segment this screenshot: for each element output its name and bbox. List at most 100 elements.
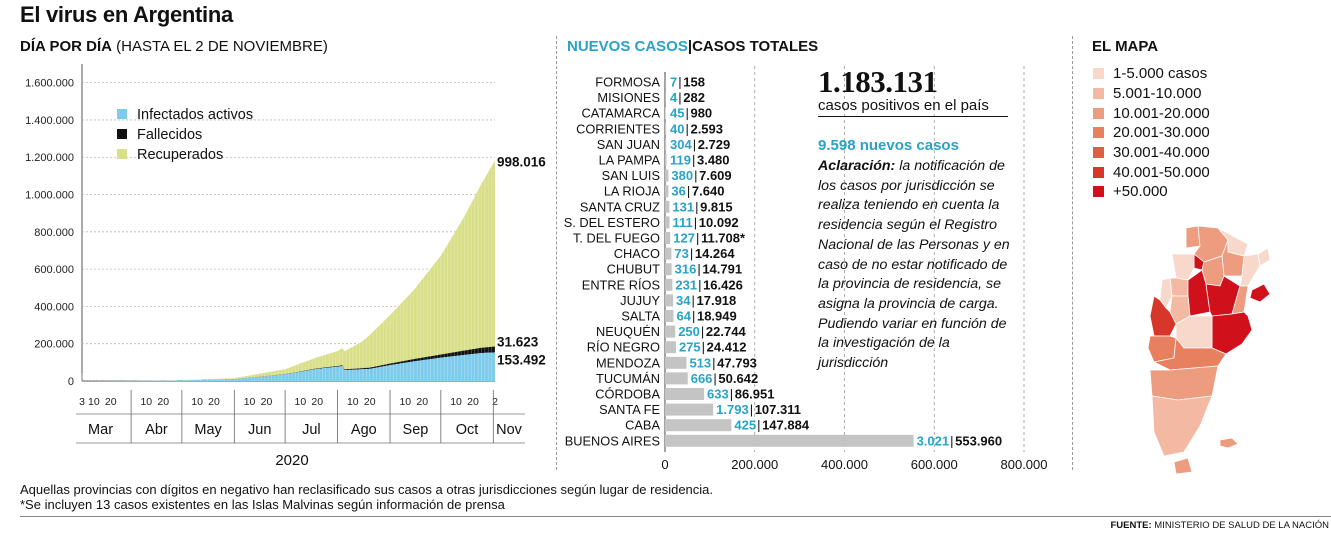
new-cases-label: 64	[677, 309, 692, 324]
province-label: MISIONES	[597, 90, 660, 105]
x-tick-label: 20	[364, 396, 376, 408]
map-legend-swatch	[1093, 186, 1104, 198]
total-cases-label: 14.264	[695, 246, 736, 261]
province-label: LA PAMPA	[599, 153, 661, 168]
value-separator: |	[692, 293, 695, 308]
x-tick-label: 600.000	[911, 457, 958, 472]
total-cases-label: 158	[683, 75, 705, 90]
map-legend-swatch	[1093, 68, 1104, 80]
series-recuperados	[82, 160, 495, 381]
value-separator: |	[678, 75, 681, 90]
province-label: RÍO NEGRO	[587, 340, 660, 355]
source-text: MINISTERIO DE SALUD DE LA NACIÓN	[1151, 520, 1329, 531]
province-bar	[665, 372, 688, 385]
map-legend-item: 30.001-40.000	[1093, 143, 1210, 163]
new-cases-label: 127	[673, 231, 695, 246]
value-separator: |	[690, 246, 693, 261]
legend-label: Infectados activos	[137, 107, 253, 123]
end-value-label: 153.492	[497, 352, 546, 367]
value-separator: |	[685, 121, 688, 136]
footnote-reclassified: Aquellas provincias con dígitos en negat…	[20, 482, 714, 497]
total-cases-label: 9.815	[700, 199, 733, 214]
province-label: SAN LUIS	[602, 168, 660, 183]
divider-right	[1072, 36, 1073, 470]
total-cases-label: 3.480	[697, 153, 730, 168]
clarification-note: Aclaración: la notificación de los casos…	[818, 157, 1018, 374]
total-cases-label: 86.951	[735, 387, 775, 402]
total-cases-label: 553.960	[955, 433, 1002, 448]
value-separator: |	[730, 387, 733, 402]
province-bar	[665, 169, 669, 182]
province-bar	[665, 263, 672, 276]
legend-swatch	[117, 129, 127, 139]
map-legend-item: 1-5.000 casos	[1093, 64, 1210, 84]
province-bar	[665, 341, 676, 354]
value-separator: |	[757, 418, 760, 433]
new-cases-label: 633	[707, 387, 729, 402]
value-separator: |	[694, 168, 697, 183]
x-tick-label: 3	[79, 396, 85, 408]
map-legend-swatch	[1093, 147, 1104, 159]
y-tick-label: 400.000	[34, 301, 74, 313]
x-tick-label: 10	[140, 396, 152, 408]
year-label: 2020	[275, 452, 308, 469]
province-label: CORRIENTES	[576, 121, 660, 136]
map-malvinas	[1219, 437, 1239, 449]
map-san-juan	[1159, 277, 1173, 309]
total-cases-label: 11.708*	[701, 231, 746, 246]
map-caba	[1249, 283, 1271, 303]
x-tick-label: 200.000	[731, 457, 778, 472]
new-cases-label: 3.021	[917, 433, 950, 448]
value-separator: |	[687, 184, 690, 199]
province-label: TUCUMÁN	[596, 371, 660, 386]
y-tick-label: 1.400.000	[25, 115, 74, 127]
x-tick-label: 10	[295, 396, 307, 408]
legend-label: Recuperados	[137, 147, 223, 163]
new-cases-label: 1.793	[716, 402, 749, 417]
province-bar	[665, 232, 671, 244]
province-chart-heading: NUEVOS CASOS|CASOS TOTALES	[567, 38, 818, 55]
new-cases-label: 119	[670, 153, 691, 168]
total-cases-label: 147.884	[762, 418, 810, 433]
x-tick-label: 20	[105, 396, 117, 408]
page-title: El virus en Argentina	[20, 2, 233, 27]
x-tick-label: 2	[492, 396, 498, 408]
argentina-map	[1147, 225, 1271, 475]
province-label: CABA	[625, 418, 660, 433]
map-legend: 1-5.000 casos 5.001-10.000 10.001-20.000 20…	[1093, 64, 1210, 202]
value-separator: |	[697, 262, 700, 277]
value-separator: |	[698, 277, 701, 292]
end-value-label: 31.623	[497, 334, 539, 349]
month-label: Abr	[145, 422, 168, 438]
total-cases-label: 47.793	[717, 355, 757, 370]
total-cases-label: 7.640	[692, 184, 725, 199]
map-chubut	[1149, 365, 1219, 401]
province-label: CHUBUT	[607, 262, 661, 277]
total-cases-label: 16.426	[703, 277, 743, 292]
province-bar	[665, 356, 687, 369]
total-cases-label: 980	[690, 106, 712, 121]
total-cases-label: 14.791	[702, 262, 742, 277]
province-bar	[665, 247, 672, 260]
new-cases-label: 131	[672, 199, 694, 214]
map-legend-swatch	[1093, 166, 1104, 178]
total-cases-label: 17.918	[697, 293, 737, 308]
map-legend-swatch	[1093, 107, 1104, 119]
series-infectados-activos	[82, 352, 495, 381]
map-legend-label: 20.001-30.000	[1113, 124, 1210, 142]
total-cases-label: 2.729	[698, 137, 731, 152]
new-cases-label: 380	[671, 168, 693, 183]
value-separator: |	[692, 309, 695, 324]
heading-separator: |	[687, 38, 693, 55]
map-legend-item: +50.000	[1093, 182, 1210, 202]
new-cases-label: 40	[670, 121, 684, 136]
total-cases-label: 10.092	[699, 215, 739, 230]
footer-rule	[20, 516, 1331, 517]
province-bar	[665, 294, 674, 307]
total-cases-label: 2.593	[690, 121, 723, 136]
new-cases-label: 45	[670, 106, 684, 121]
province-bar	[665, 185, 669, 198]
map-heading: EL MAPA	[1092, 38, 1159, 55]
map-tierra-del-fuego	[1173, 457, 1193, 475]
value-separator: |	[694, 215, 697, 230]
